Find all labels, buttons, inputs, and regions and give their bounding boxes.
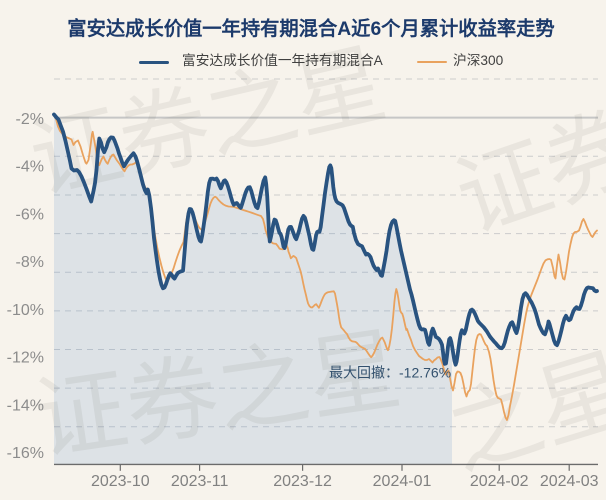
svg-text:证券: 证券 bbox=[444, 95, 606, 251]
svg-text:2023-11: 2023-11 bbox=[171, 473, 229, 490]
svg-text:-6%: -6% bbox=[16, 206, 44, 223]
svg-text:2024-03: 2024-03 bbox=[540, 473, 599, 490]
svg-text:之星: 之星 bbox=[437, 337, 606, 488]
svg-text:-14%: -14% bbox=[7, 397, 44, 414]
svg-text:2024-01: 2024-01 bbox=[373, 473, 432, 490]
svg-text:-4%: -4% bbox=[16, 159, 44, 176]
svg-text:-8%: -8% bbox=[16, 254, 44, 271]
svg-text:-2%: -2% bbox=[16, 111, 44, 128]
svg-text:2023-10: 2023-10 bbox=[91, 473, 150, 490]
svg-text:-10%: -10% bbox=[7, 302, 44, 319]
svg-text:2023-12: 2023-12 bbox=[273, 473, 332, 490]
svg-text:最大回撤：-12.76%: 最大回撤：-12.76% bbox=[329, 365, 451, 381]
svg-text:2024-02: 2024-02 bbox=[470, 473, 529, 490]
svg-text:-12%: -12% bbox=[7, 350, 44, 367]
svg-text:-16%: -16% bbox=[7, 445, 44, 462]
